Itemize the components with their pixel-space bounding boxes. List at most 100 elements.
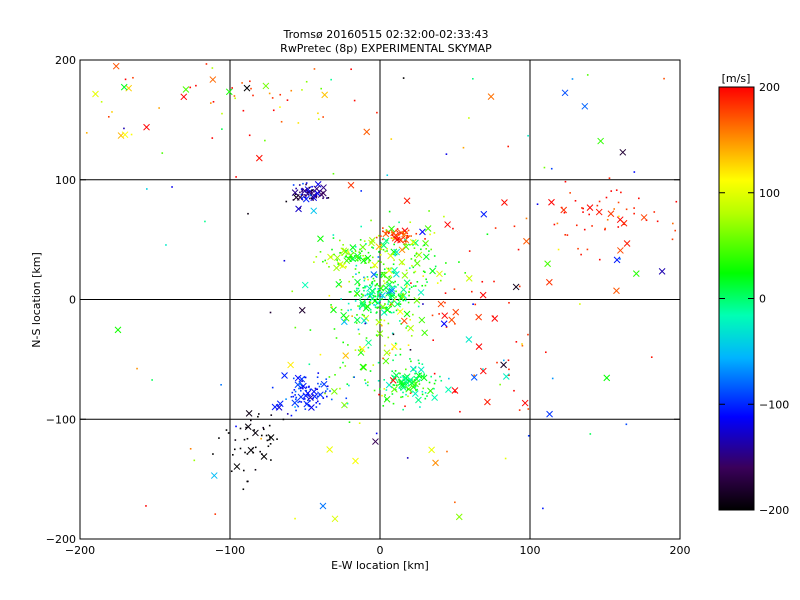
echo-x-marker (314, 180, 322, 188)
echo-dot-marker (406, 457, 409, 459)
echo-dot-marker (407, 395, 409, 398)
echo-dot-marker (566, 234, 569, 236)
echo-x-marker (333, 264, 340, 272)
echo-x-marker (487, 93, 495, 100)
echo-dot-marker (234, 439, 237, 441)
echo-dot-marker (473, 374, 476, 377)
echo-dot-marker (378, 234, 380, 237)
x-axis-label: E-W location [km] (331, 559, 429, 572)
echo-x-marker (310, 191, 318, 199)
echo-dot-marker (384, 344, 386, 347)
echo-x-marker (402, 243, 410, 251)
echo-dot-marker (422, 387, 425, 390)
echo-dot-marker (299, 191, 301, 194)
echo-dot-marker (606, 218, 609, 221)
echo-dot-marker (212, 100, 215, 103)
echo-dot-marker (336, 259, 338, 261)
echo-dot-marker (364, 379, 366, 381)
echo-dot-marker (390, 311, 393, 314)
echo-dot-marker (375, 432, 378, 435)
echo-x-marker (399, 293, 407, 300)
echo-dot-marker (382, 249, 385, 251)
echo-x-marker (401, 272, 409, 279)
echo-dot-marker (355, 287, 358, 290)
echo-x-marker (319, 502, 327, 510)
echo-dot-marker (387, 267, 390, 270)
echo-dot-marker (252, 94, 254, 97)
echo-x-marker (379, 291, 386, 299)
echo-dot-marker (286, 99, 289, 101)
echo-dot-marker (385, 229, 388, 231)
echo-dot-marker (344, 365, 347, 367)
echo-x-marker (382, 230, 390, 238)
echo-dot-marker (308, 363, 311, 366)
echo-x-marker (607, 210, 615, 218)
echo-dot-marker (250, 87, 252, 90)
echo-dot-marker (414, 259, 417, 261)
echo-dot-marker (387, 232, 390, 235)
echo-dot-marker (304, 194, 306, 196)
echo-dot-marker (625, 423, 628, 426)
echo-x-marker (354, 254, 362, 262)
echo-dot-marker (189, 447, 192, 450)
x-tick-label: 0 (377, 544, 384, 557)
echo-dot-marker (415, 389, 417, 392)
echo-dot-marker (347, 344, 349, 346)
echo-dot-marker (305, 182, 308, 184)
echo-x-marker (321, 91, 329, 99)
echo-dot-marker (356, 314, 358, 316)
echo-dot-marker (370, 219, 372, 222)
echo-dot-marker (359, 298, 361, 301)
echo-dot-marker (242, 109, 245, 112)
echo-dot-marker (674, 229, 677, 232)
echo-x-marker (310, 207, 318, 215)
echo-dot-marker (358, 305, 361, 308)
echo-x-marker (432, 459, 439, 467)
echo-dot-marker (413, 271, 415, 274)
echo-x-marker (613, 287, 620, 295)
echo-dot-marker (341, 254, 343, 256)
echo-x-marker (298, 375, 306, 383)
echo-dot-marker (326, 262, 328, 265)
echo-dot-marker (415, 381, 417, 384)
echo-dot-marker (372, 277, 375, 280)
echo-dot-marker (371, 256, 374, 259)
echo-dot-marker (454, 501, 456, 504)
echo-dot-marker (294, 326, 297, 329)
colorbar-tick-label: 100 (759, 187, 780, 200)
echo-dot-marker (330, 304, 332, 306)
echo-dot-marker (557, 248, 560, 251)
echo-dot-marker (378, 298, 381, 301)
echo-dot-marker (309, 329, 312, 331)
echo-dot-marker (391, 332, 394, 335)
echo-dot-marker (377, 379, 380, 382)
echo-x-marker (465, 275, 473, 282)
echo-dot-marker (385, 232, 387, 234)
echo-x-marker (92, 90, 99, 98)
echo-dot-marker (363, 314, 365, 317)
echo-dot-marker (363, 240, 366, 242)
echo-dot-marker (271, 97, 274, 99)
echo-dot-marker (518, 409, 521, 411)
echo-dot-marker (254, 446, 257, 449)
echo-x-marker (363, 128, 371, 136)
echo-dot-marker (414, 377, 417, 379)
echo-dot-marker (386, 250, 388, 252)
echo-x-marker (370, 271, 378, 278)
echo-dot-marker (410, 360, 412, 363)
echo-dot-marker (508, 374, 510, 376)
echo-dot-marker (527, 408, 530, 410)
echo-dot-marker (431, 314, 434, 317)
echo-dot-marker (301, 189, 304, 192)
echo-x-marker (544, 260, 551, 268)
echo-dot-marker (508, 301, 510, 304)
echo-dot-marker (419, 406, 421, 408)
echo-dot-marker (433, 382, 436, 385)
echo-dot-marker (388, 276, 391, 278)
echo-dot-marker (404, 241, 407, 243)
echo-dot-marker (407, 236, 409, 238)
echo-dot-marker (368, 259, 371, 262)
echo-x-marker (407, 376, 414, 384)
echo-dot-marker (308, 386, 310, 388)
echo-dot-marker (402, 391, 404, 394)
